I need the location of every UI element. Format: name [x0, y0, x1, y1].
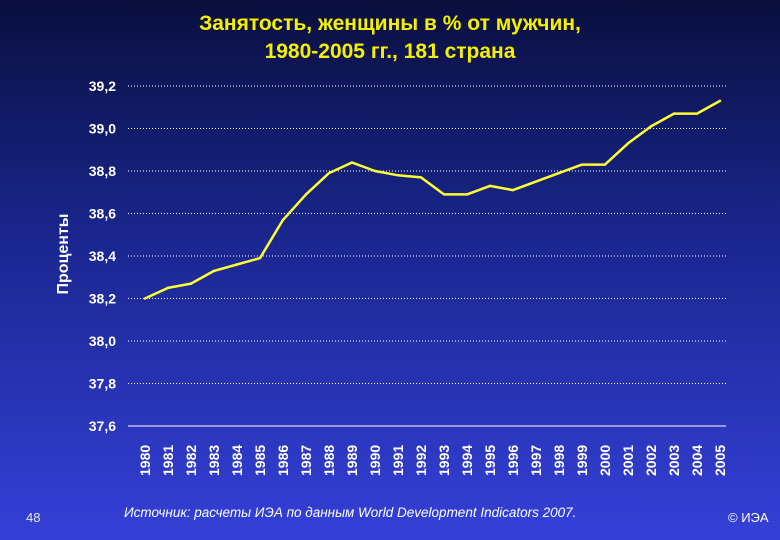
y-tick-label: 38,8 [89, 163, 116, 179]
x-tick-label: 1985 [252, 445, 268, 476]
x-tick-label: 1986 [275, 445, 291, 476]
data-point [511, 188, 515, 192]
data-point [212, 269, 216, 273]
x-tick-label: 1990 [367, 445, 383, 476]
x-tick-label: 2000 [597, 445, 613, 476]
y-axis-label: Проценты [55, 214, 72, 295]
x-tick-label: 1980 [137, 445, 153, 476]
data-point [695, 112, 699, 115]
data-point [603, 163, 607, 166]
data-point [534, 180, 538, 183]
source-note: Источник: расчеты ИЭА по данным World De… [124, 505, 577, 520]
data-point [281, 218, 285, 222]
data-point [350, 161, 354, 164]
data-point [580, 163, 584, 166]
y-tick-label: 39,0 [89, 121, 116, 137]
data-point [488, 184, 492, 188]
chart-title-line-2: 1980-2005 гг., 181 страна [264, 40, 516, 63]
data-point [672, 112, 676, 115]
data-point [649, 125, 653, 128]
x-tick-label: 1998 [551, 445, 567, 476]
x-tick-label: 1995 [482, 445, 498, 476]
x-tick-label: 1994 [459, 445, 475, 476]
data-point [304, 193, 308, 196]
data-point [189, 282, 193, 285]
x-tick-label: 1983 [206, 445, 222, 476]
y-tick-label: 38,6 [89, 206, 116, 222]
y-tick-label: 39,2 [89, 78, 116, 94]
x-tick-label: 2003 [666, 445, 682, 476]
data-point [143, 297, 147, 300]
data-point [327, 171, 331, 175]
copyright-notice: © ИЭА [728, 510, 769, 525]
x-tick-label: 2001 [620, 445, 636, 476]
data-point [166, 286, 170, 290]
x-tick-label: 1997 [528, 445, 544, 476]
slide-number: 48 [26, 510, 41, 525]
x-tick-label: 1991 [390, 445, 406, 476]
chart-title: Занятость, женщины в % от мужчин, 1980-2… [90, 10, 690, 66]
x-tick-labels: 1980 1981 1982 1983 1984 1985 1986 1987 1988 1989… [137, 445, 728, 476]
gridlines [128, 85, 726, 384]
data-point [442, 193, 446, 196]
x-tick-label: 1992 [413, 445, 429, 476]
x-tick-label: 1988 [321, 445, 337, 476]
x-tick-label: 2002 [643, 445, 659, 476]
data-point [465, 193, 469, 196]
y-tick-label: 38,2 [89, 291, 116, 307]
y-tick-label: 37,6 [89, 418, 116, 434]
x-tick-label: 1982 [183, 445, 199, 476]
data-point [373, 169, 377, 173]
x-tick-label: 1981 [160, 445, 176, 476]
y-tick-label: 37,8 [89, 376, 116, 392]
series-line [144, 99, 721, 300]
chart-title-line-1: Занятость, женщины в % от мужчин, [199, 12, 581, 35]
data-point [626, 142, 630, 145]
y-tick-label: 38,4 [89, 248, 116, 264]
y-tick-label: 38,0 [89, 333, 116, 349]
x-tick-label: 1993 [436, 445, 452, 476]
x-tick-label: 2004 [689, 445, 705, 476]
data-point [718, 99, 722, 103]
x-tick-label: 1987 [298, 445, 314, 476]
data-point [235, 263, 239, 266]
data-point [258, 256, 262, 260]
x-tick-label: 2005 [712, 445, 728, 476]
data-point [419, 176, 423, 179]
data-point [557, 171, 561, 175]
series-employment-ratio [143, 99, 722, 300]
y-tick-labels: 39,2 39,0 38,8 38,6 38,4 38,2 38,0 37,8 37,6 [89, 78, 116, 434]
x-tick-label: 1984 [229, 445, 245, 476]
data-point [396, 174, 400, 177]
x-tick-label: 1989 [344, 445, 360, 476]
x-tick-label: 1999 [574, 445, 590, 476]
x-tick-label: 1996 [505, 445, 521, 476]
